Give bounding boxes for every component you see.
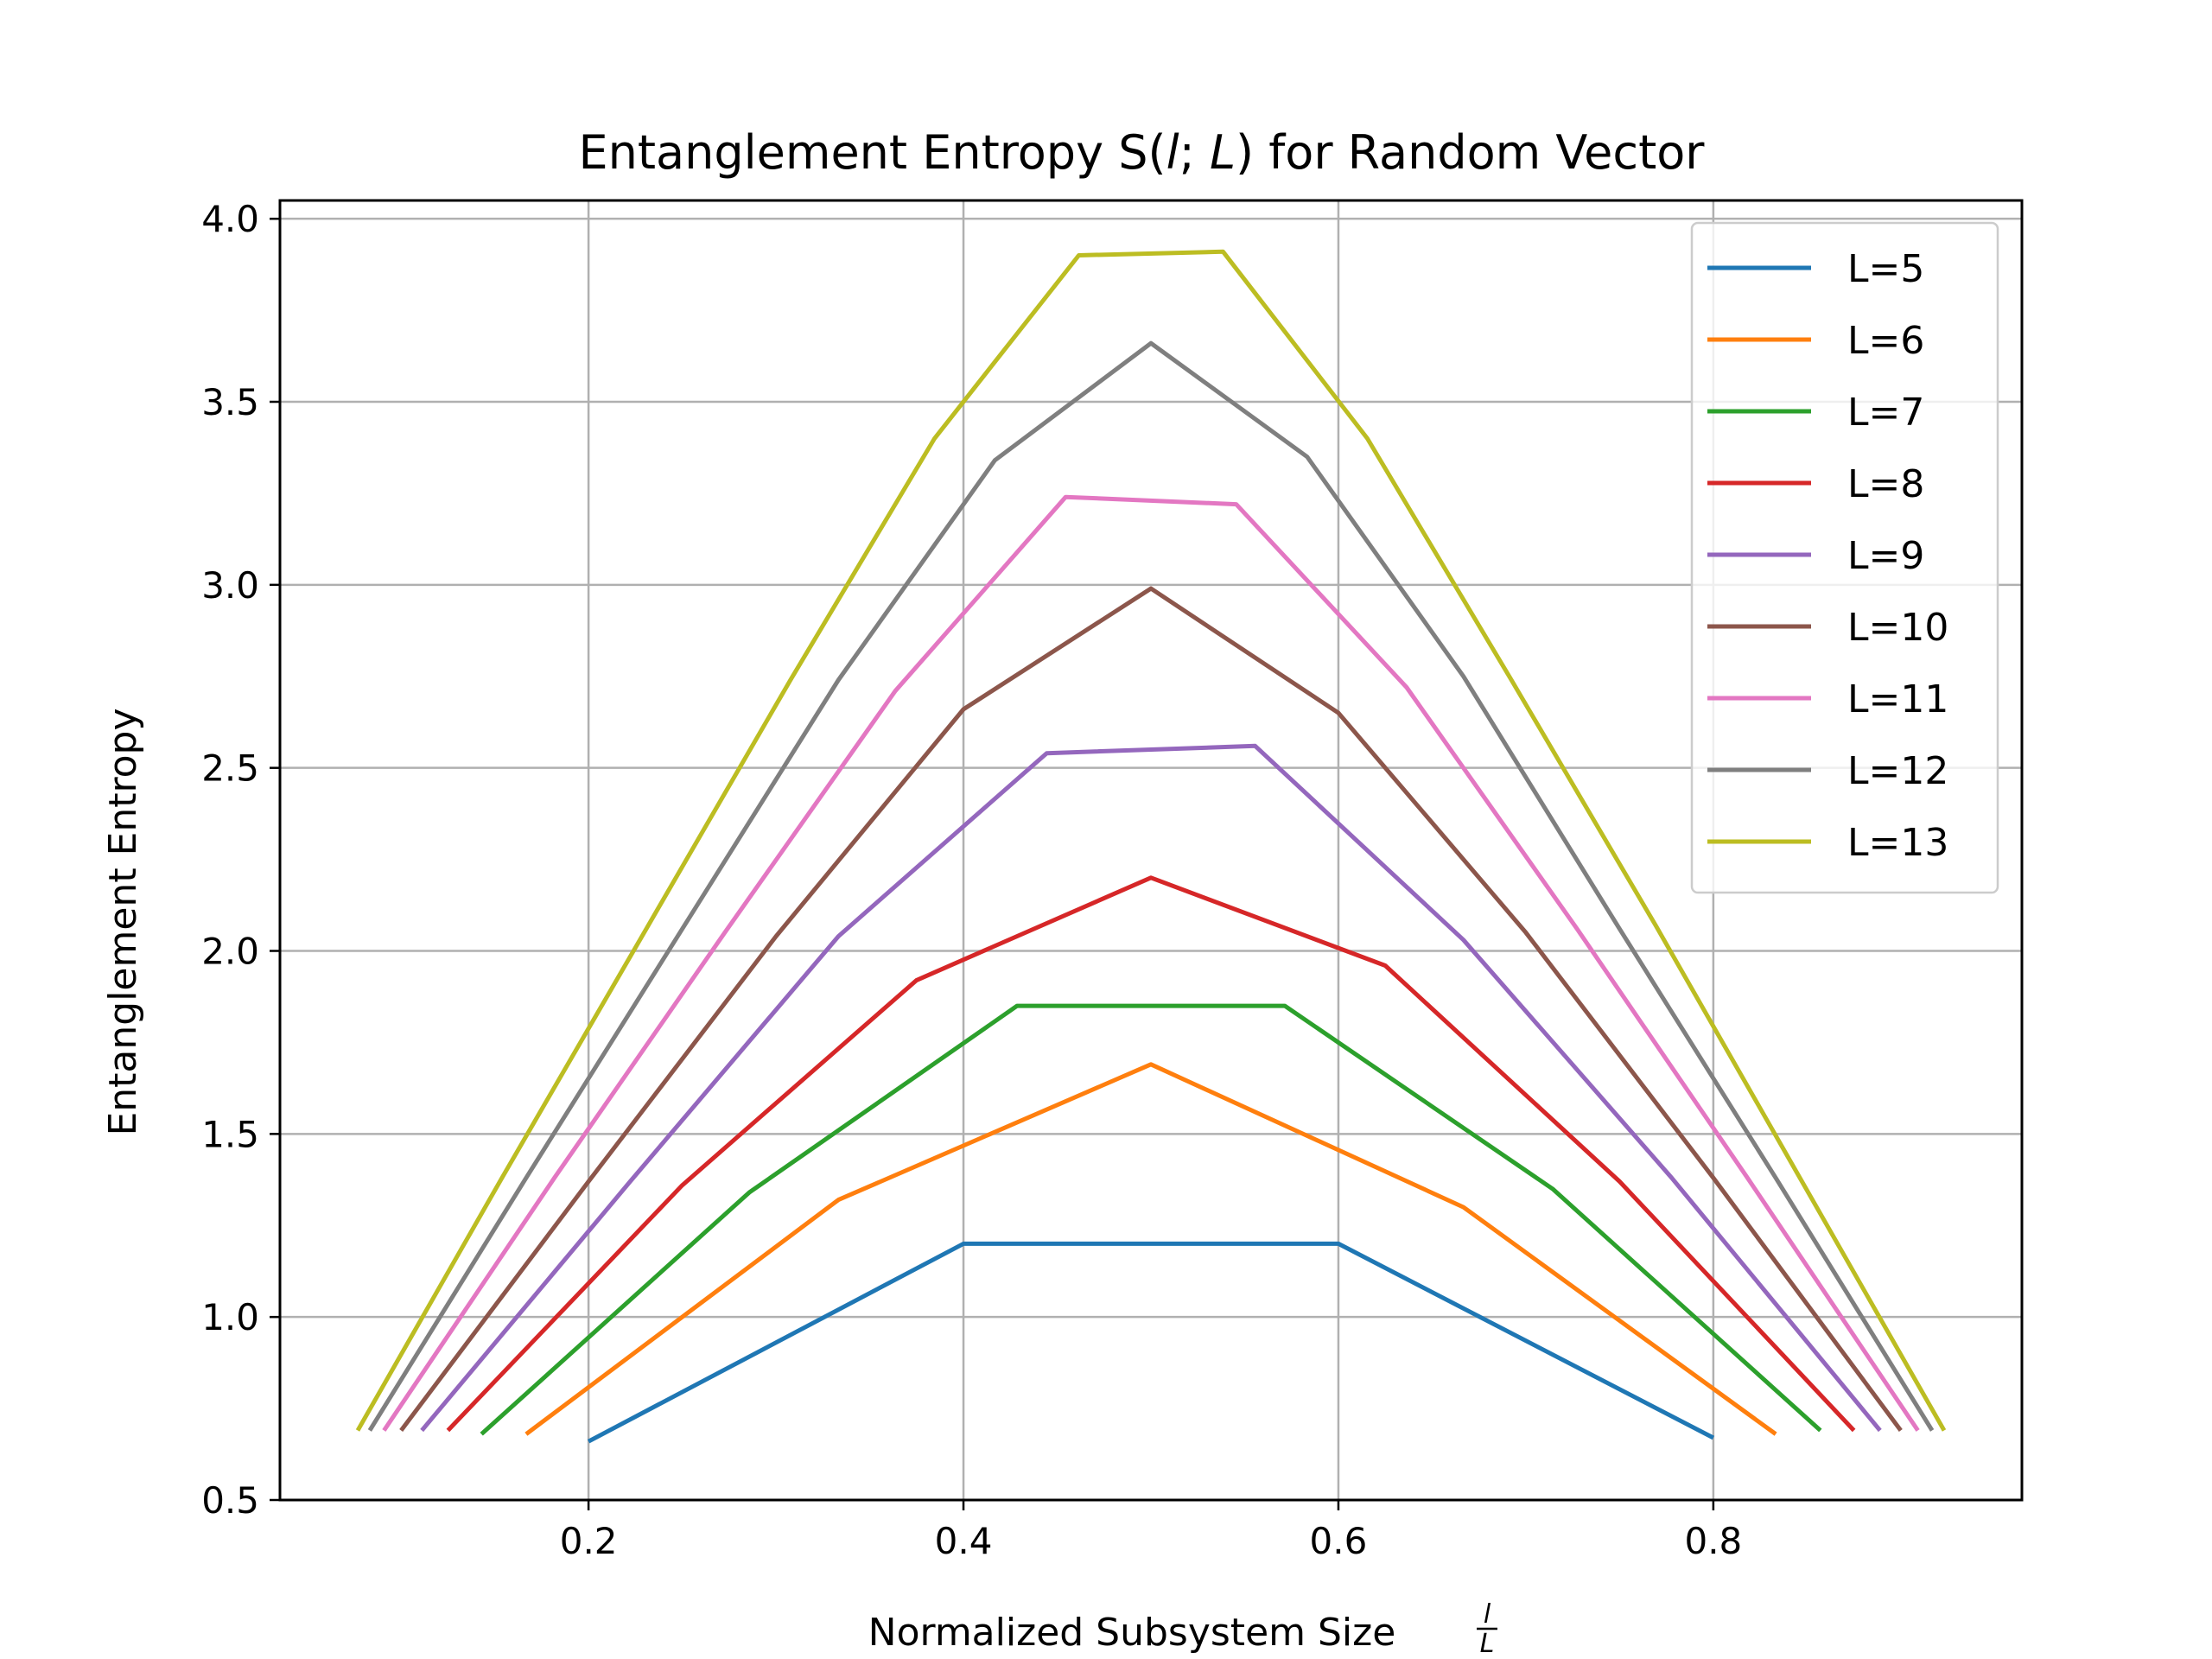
series-line-l-5 <box>587 1241 1715 1444</box>
y-tick-label: 1.5 <box>201 1113 259 1155</box>
axis-ticks: 0.2 0.4 0.6 0.8 0.5 1.0 1.5 2.0 2.5 3.0 3.5 4.0 <box>201 198 1742 1562</box>
legend-label: L=11 <box>1847 677 1948 721</box>
legend-label: L=12 <box>1847 749 1948 793</box>
legend-label: L=6 <box>1847 319 1924 363</box>
legend-label: L=10 <box>1847 606 1948 650</box>
legend-label: L=7 <box>1847 391 1924 435</box>
y-axis-label: Entanglement Entropy <box>101 708 145 1135</box>
x-tick-label: 0.6 <box>1310 1520 1368 1562</box>
x-tick-label: 0.2 <box>560 1520 618 1562</box>
series-line-l-9 <box>420 743 1882 1433</box>
series-line-l-6 <box>524 1062 1777 1436</box>
series-line-l-7 <box>480 1003 1822 1436</box>
y-tick-label: 4.0 <box>201 198 259 240</box>
y-tick-label: 1.0 <box>201 1296 259 1338</box>
y-tick-label: 2.0 <box>201 931 259 973</box>
series-line-l-12 <box>367 340 1935 1432</box>
series-line-l-11 <box>382 494 1920 1432</box>
x-tick-label: 0.4 <box>935 1520 993 1562</box>
plot-frame <box>278 199 2024 1502</box>
fraction-denominator: L <box>1480 1629 1495 1659</box>
legend-label: L=9 <box>1847 534 1924 578</box>
x-axis-label: Normalized Subsystem Size <box>868 1611 1396 1655</box>
series-line-l-13 <box>355 249 1947 1432</box>
x-axis-label-fraction: l L <box>1477 1599 1497 1659</box>
x-tick-label: 0.8 <box>1684 1520 1742 1562</box>
legend-label: L=13 <box>1847 821 1948 865</box>
chart-title: Entanglement Entropy S(l; L) for Random … <box>579 125 1706 180</box>
series-layer <box>355 249 1947 1444</box>
fraction-numerator: l <box>1484 1599 1491 1630</box>
legend: L=5 L=6 L=7 L=8 L=9 L=10 L=11 L=12 L=13 <box>1690 221 1999 894</box>
series-line-l-8 <box>446 875 1856 1433</box>
y-tick-label: 3.0 <box>201 564 259 607</box>
y-tick-label: 2.5 <box>201 747 259 790</box>
legend-label: L=5 <box>1847 247 1924 291</box>
legend-box <box>1690 221 1999 894</box>
y-tick-label: 0.5 <box>201 1479 259 1522</box>
series-line-l-10 <box>399 586 1903 1433</box>
legend-label: L=8 <box>1847 462 1924 506</box>
y-tick-label: 3.5 <box>201 381 259 423</box>
